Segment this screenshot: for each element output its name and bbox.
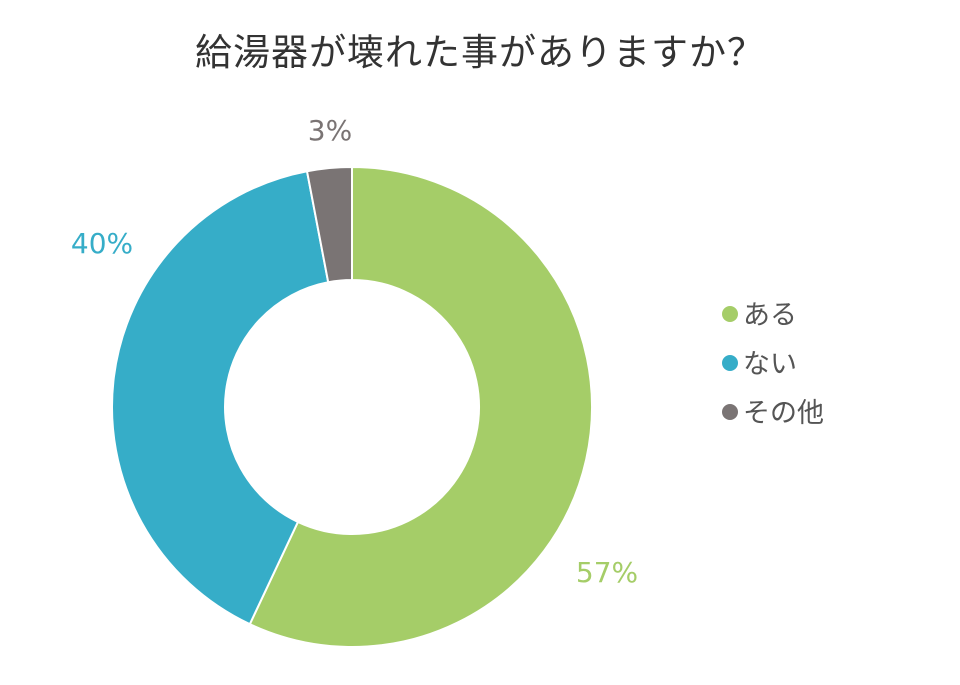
legend-label-2: ない xyxy=(743,349,797,380)
chart-title: 給湯器が壊れた事がありますか？ xyxy=(195,31,765,74)
slice-3 xyxy=(305,165,353,284)
legend-label-3: その他 xyxy=(743,398,824,429)
legend-label-1: ある xyxy=(743,300,797,331)
legend-item-3: その他 xyxy=(722,398,824,429)
legend-marker-3 xyxy=(722,404,738,420)
value-label-2: 40% xyxy=(71,227,133,260)
legend-marker-2 xyxy=(722,355,738,371)
legend-marker-1 xyxy=(722,306,738,322)
legend-item-1: ある xyxy=(722,300,797,331)
slice-1 xyxy=(248,165,593,648)
value-label-3: 3% xyxy=(308,114,352,147)
slice-2 xyxy=(111,170,330,626)
legend-item-2: ない xyxy=(722,349,797,380)
value-label-1: 57% xyxy=(576,556,638,589)
